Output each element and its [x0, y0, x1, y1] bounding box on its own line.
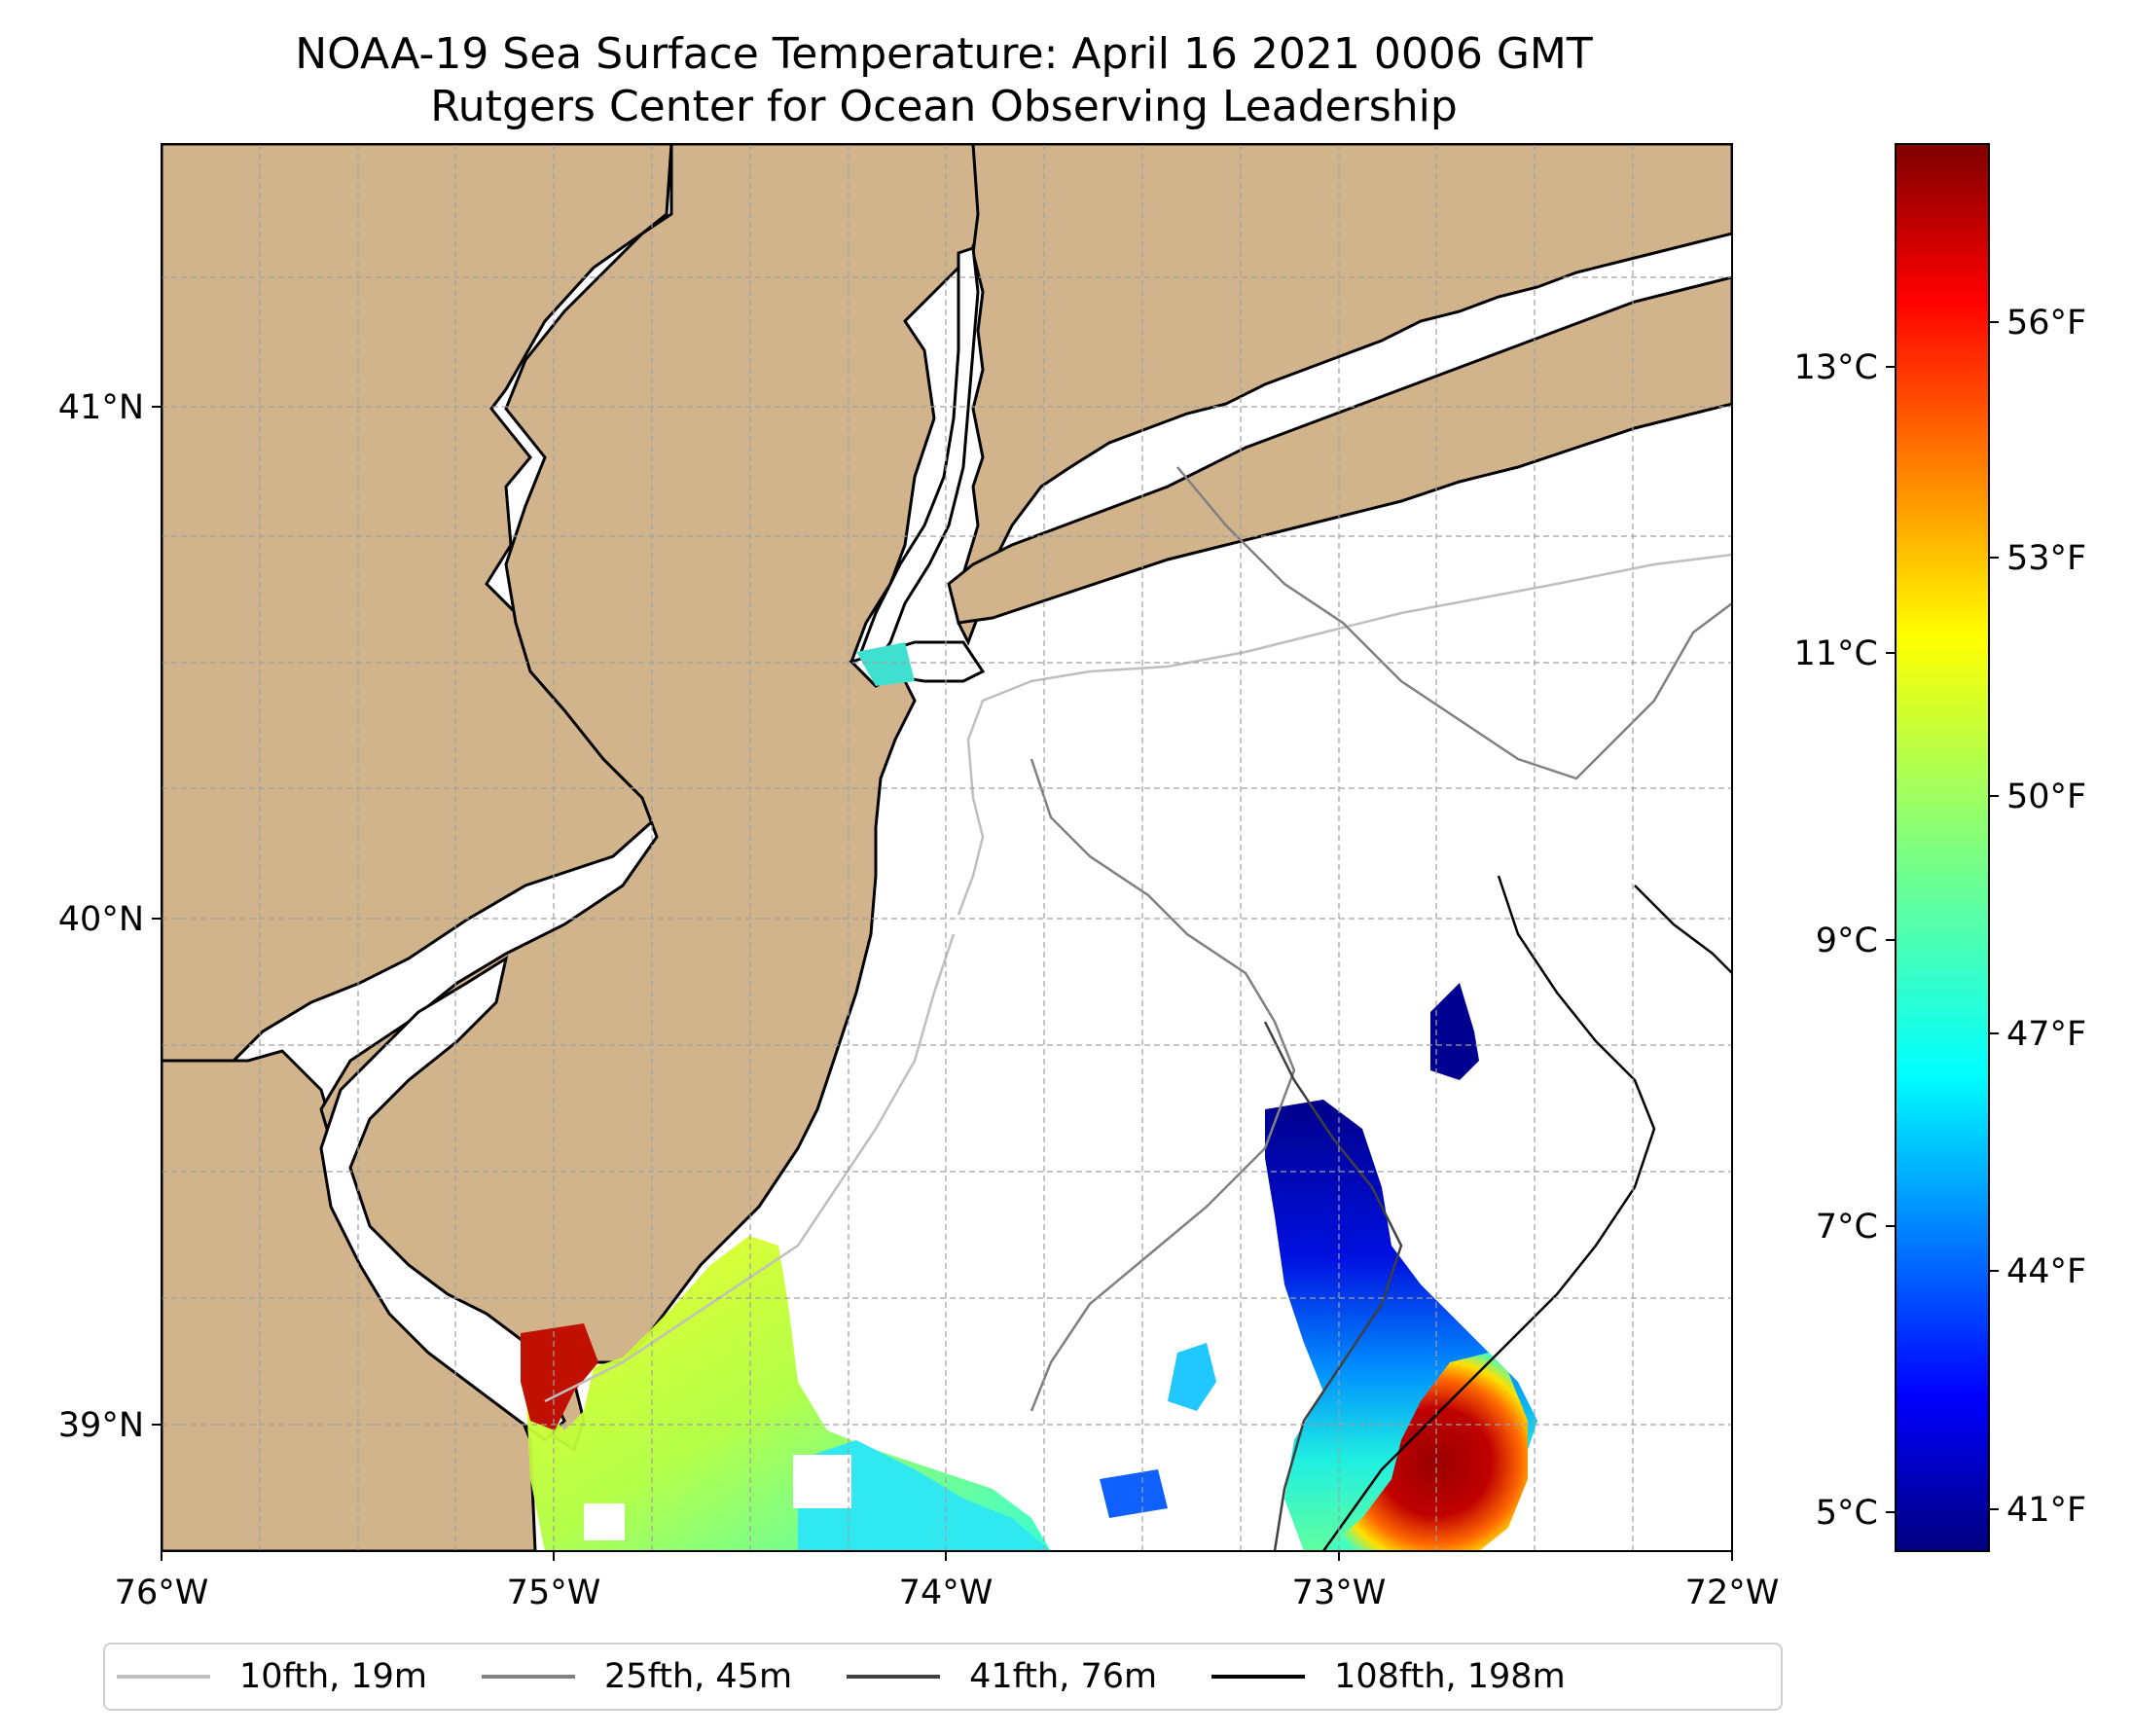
legend-label-10fth: 10fth, 19m — [239, 1657, 428, 1696]
sst-small-cyan — [1168, 1343, 1216, 1411]
sst-gap-2 — [793, 1455, 851, 1508]
cbar-c-7: 7°C — [1816, 1208, 1878, 1247]
legend-swatch-108fth — [1211, 1675, 1306, 1679]
legend-swatch-10fth — [117, 1675, 210, 1679]
lat-label-41: 41°N — [58, 388, 144, 427]
sst-nyharbor — [856, 642, 915, 686]
cbar-c-13: 13°C — [1794, 348, 1878, 387]
legend-item-10fth: 10fth, 19m — [117, 1657, 427, 1696]
water-hudson — [859, 245, 980, 674]
cbar-f-53: 53°F — [2006, 539, 2086, 578]
legend-label-108fth: 108fth, 198m — [1334, 1657, 1566, 1696]
cbar-f-44: 44°F — [2006, 1252, 2086, 1291]
lon-label-74: 74°W — [899, 1573, 994, 1612]
colorbar — [1895, 143, 1990, 1552]
map-area — [162, 144, 1732, 1551]
gridlines — [162, 144, 1732, 1551]
sst-delaware-warm — [521, 1323, 598, 1430]
cbar-c-9: 9°C — [1816, 922, 1878, 960]
isobaths — [544, 466, 1732, 1551]
legend-label-41fth: 41fth, 76m — [969, 1657, 1158, 1696]
land-new-york — [957, 144, 1732, 646]
sst-small-blue — [1430, 983, 1479, 1080]
cbar-f-50: 50°F — [2006, 778, 2086, 816]
axis-ticks — [152, 406, 1733, 1561]
sst-gap — [584, 1503, 625, 1540]
sst-offshore-warm — [1323, 1353, 1528, 1551]
legend-item-108fth: 108fth, 198m — [1211, 1657, 1566, 1696]
legend-swatch-25fth — [482, 1675, 576, 1679]
lon-label-75: 75°W — [507, 1573, 601, 1612]
cbar-f-47: 47°F — [2006, 1015, 2086, 1054]
title-line-2: Rutgers Center for Ocean Observing Leade… — [430, 82, 1458, 131]
title-line-1: NOAA-19 Sea Surface Temperature: April 1… — [295, 29, 1593, 79]
isobath-legend: 10fth, 19m 25fth, 45m 41fth, 76m 108fth,… — [103, 1643, 1783, 1711]
lat-label-39: 39°N — [58, 1406, 144, 1445]
legend-swatch-41fth — [847, 1675, 941, 1679]
lon-label-73: 73°W — [1292, 1573, 1387, 1612]
cbar-c-11: 11°C — [1794, 634, 1878, 673]
sst-small-blue-2 — [1100, 1469, 1168, 1518]
lon-label-72: 72°W — [1685, 1573, 1780, 1612]
cbar-f-41: 41°F — [2006, 1491, 2086, 1530]
sst-shelf-cyan — [798, 1440, 1051, 1551]
legend-item-41fth: 41fth, 76m — [847, 1657, 1157, 1696]
lat-label-40: 40°N — [58, 900, 144, 939]
cbar-f-56: 56°F — [2006, 304, 2086, 343]
cbar-c-5: 5°C — [1816, 1494, 1878, 1533]
legend-label-25fth: 25fth, 45m — [604, 1657, 793, 1696]
lon-label-76: 76°W — [115, 1573, 209, 1612]
legend-item-25fth: 25fth, 45m — [482, 1657, 792, 1696]
colorbar-ticks — [1886, 321, 1999, 1513]
